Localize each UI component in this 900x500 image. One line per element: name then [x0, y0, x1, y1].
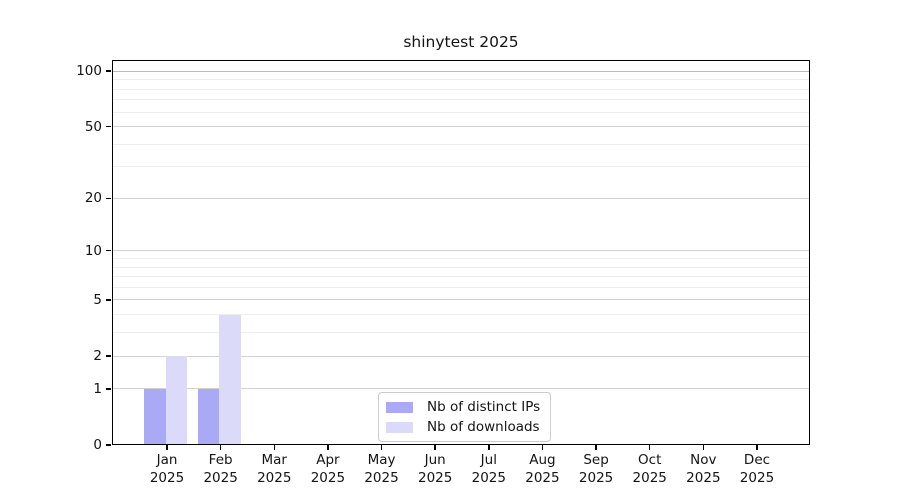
x-tick-label-year: 2025	[417, 469, 453, 486]
y-gridline-minor	[112, 257, 810, 259]
x-tick-label-year: 2025	[578, 469, 614, 486]
y-gridline-minor	[112, 332, 810, 334]
x-tick-label-month: Dec	[743, 452, 771, 468]
x-tick-label-year: 2025	[257, 469, 292, 486]
y-tick-label: 100	[76, 63, 102, 80]
y-tick-label: 50	[84, 118, 102, 135]
y-gridline-minor	[112, 276, 810, 278]
y-tick-label: 2	[93, 348, 102, 364]
y-gridline-major	[112, 355, 810, 357]
y-gridline-minor	[112, 111, 810, 113]
y-gridline-minor	[112, 266, 810, 268]
bar-distinct-ips	[144, 388, 166, 445]
x-axis-tick	[434, 445, 436, 450]
x-tick-label: Sep 2025	[564, 452, 628, 487]
x-axis-tick	[702, 445, 705, 450]
x-tick-label-year: 2025	[686, 469, 721, 486]
x-tick-label-month: Jun	[424, 452, 446, 468]
x-tick-label-month: Apr	[316, 452, 340, 468]
legend: Nb of distinct IPs Nb of downloads	[378, 392, 552, 442]
x-tick-label: Feb 2025	[189, 452, 253, 487]
x-tick-label-month: Jan	[156, 452, 178, 468]
x-tick-label-year: 2025	[471, 469, 506, 486]
legend-swatch-downloads	[386, 421, 413, 433]
x-tick-label: Nov 2025	[671, 452, 735, 487]
y-gridline-minor	[112, 143, 810, 145]
x-axis-tick	[273, 445, 275, 450]
x-tick-label: May 2025	[350, 452, 414, 487]
legend-swatch-distinct-ips	[386, 401, 413, 413]
y-axis-tick	[105, 444, 111, 446]
x-tick-label-month: Aug	[529, 452, 556, 468]
bar-downloads	[219, 314, 241, 445]
x-tick-label-month: Sep	[583, 452, 609, 468]
x-tick-label: Dec 2025	[725, 452, 789, 487]
y-gridline-major	[112, 250, 810, 252]
y-axis-tick	[105, 355, 111, 357]
legend-item-distinct-ips: Nb of distinct IPs	[386, 397, 540, 417]
x-tick-label-year: 2025	[632, 469, 667, 486]
y-gridline-major	[112, 299, 810, 301]
plot-frame	[112, 60, 810, 445]
y-axis-tick	[105, 250, 111, 252]
x-axis-tick	[595, 445, 597, 450]
legend-item-downloads: Nb of downloads	[386, 417, 540, 437]
y-gridline-minor	[112, 88, 810, 90]
x-axis-tick	[649, 445, 651, 450]
x-axis-tick	[488, 445, 490, 450]
y-tick-label: 1	[93, 380, 102, 397]
x-tick-label-year: 2025	[310, 469, 346, 486]
x-tick-label-year: 2025	[739, 469, 775, 486]
x-tick-label: Jan 2025	[135, 452, 199, 487]
y-axis-tick	[105, 388, 111, 390]
x-tick-label-year: 2025	[149, 469, 185, 486]
y-axis-tick	[105, 299, 111, 301]
x-tick-label-month: Nov	[690, 452, 717, 468]
x-axis-tick	[219, 445, 222, 450]
x-tick-label-year: 2025	[364, 469, 399, 486]
x-axis-tick	[327, 445, 329, 450]
x-axis-tick	[166, 445, 168, 450]
x-axis-tick	[380, 445, 383, 450]
legend-label-distinct-ips: Nb of distinct IPs	[427, 399, 541, 415]
chart-title: shinytest 2025	[403, 33, 519, 51]
plot-area: Nb of distinct IPs Nb of downloads 0 1 2 5 10…	[76, 60, 810, 486]
y-axis-tick	[105, 125, 111, 128]
x-tick-label: Jul 2025	[457, 452, 521, 487]
y-gridline-minor	[112, 166, 810, 168]
y-tick-label: 20	[84, 190, 102, 207]
y-tick-label: 10	[84, 242, 102, 259]
x-tick-label: Aug 2025	[510, 452, 574, 487]
x-axis-tick	[541, 445, 544, 450]
y-gridline-minor	[112, 286, 810, 288]
x-tick-label-year: 2025	[525, 469, 560, 486]
y-gridline-minor	[112, 314, 810, 316]
x-tick-label: Mar 2025	[242, 452, 306, 487]
x-tick-label: Oct 2025	[618, 452, 682, 487]
x-tick-label-month: Feb	[208, 452, 233, 468]
bar-distinct-ips	[197, 388, 220, 445]
y-tick-label: 5	[93, 291, 102, 308]
legend-label-downloads: Nb of downloads	[427, 419, 540, 435]
x-axis-tick	[756, 445, 758, 450]
x-tick-label-month: Mar	[261, 452, 287, 468]
y-tick-label: 0	[93, 437, 102, 453]
y-gridline-major	[112, 70, 810, 72]
y-gridline-major	[112, 126, 810, 128]
x-tick-label: Jun 2025	[403, 452, 467, 487]
y-gridline-minor	[112, 99, 810, 101]
y-axis-tick	[105, 197, 111, 200]
y-gridline-major	[112, 388, 810, 390]
x-tick-label-month: May	[367, 452, 396, 468]
y-axis-tick	[105, 70, 111, 72]
y-gridline-minor	[112, 79, 810, 81]
x-tick-label-month: Oct	[638, 452, 662, 468]
x-tick-label-month: Jul	[480, 452, 497, 468]
x-tick-label-year: 2025	[203, 469, 238, 486]
x-tick-label: Apr 2025	[296, 452, 360, 487]
bar-downloads	[165, 356, 187, 445]
y-gridline-major	[112, 197, 810, 199]
